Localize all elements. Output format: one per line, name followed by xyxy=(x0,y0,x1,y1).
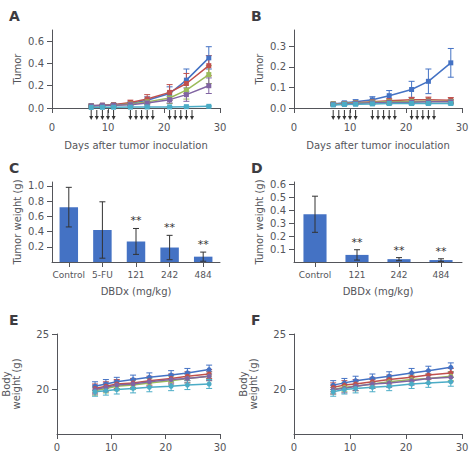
svg-text:Tumor: Tumor xyxy=(254,53,265,86)
svg-text:D: D xyxy=(251,160,263,176)
svg-text:0.3: 0.3 xyxy=(270,41,286,52)
svg-text:Body: Body xyxy=(0,371,12,397)
svg-text:30: 30 xyxy=(456,442,469,453)
svg-text:0: 0 xyxy=(291,442,297,453)
svg-text:0.2: 0.2 xyxy=(270,61,286,72)
svg-text:0.0: 0.0 xyxy=(270,103,286,114)
svg-text:0.3: 0.3 xyxy=(270,218,286,229)
svg-text:10: 10 xyxy=(102,122,115,133)
svg-text:10: 10 xyxy=(344,442,357,453)
svg-text:0.6: 0.6 xyxy=(270,179,286,190)
svg-text:20: 20 xyxy=(400,122,413,133)
svg-text:Tumor weight (g): Tumor weight (g) xyxy=(254,179,265,265)
svg-text:20: 20 xyxy=(158,122,171,133)
svg-text:0.6: 0.6 xyxy=(28,36,44,47)
svg-text:C: C xyxy=(9,160,19,176)
svg-text:F: F xyxy=(251,312,261,328)
svg-text:30: 30 xyxy=(214,442,227,453)
svg-text:Tumor weight (g): Tumor weight (g) xyxy=(12,179,23,265)
svg-text:0: 0 xyxy=(49,122,55,133)
svg-text:10: 10 xyxy=(105,442,118,453)
svg-text:Days after tumor inoculation: Days after tumor inoculation xyxy=(64,140,208,151)
svg-text:121: 121 xyxy=(127,270,144,280)
svg-text:0.8: 0.8 xyxy=(28,196,44,207)
svg-text:0.4: 0.4 xyxy=(28,226,44,237)
svg-text:DBDx (mg/kg): DBDx (mg/kg) xyxy=(101,286,172,297)
svg-text:Body: Body xyxy=(237,371,249,397)
svg-text:30: 30 xyxy=(456,122,469,133)
svg-text:20: 20 xyxy=(159,442,172,453)
svg-text:E: E xyxy=(9,312,19,328)
svg-text:0.2: 0.2 xyxy=(28,241,44,252)
svg-text:0.1: 0.1 xyxy=(270,244,286,255)
svg-text:Control: Control xyxy=(299,270,332,280)
svg-text:0.2: 0.2 xyxy=(28,80,44,91)
svg-text:Days after tumor inoculation: Days after tumor inoculation xyxy=(306,140,450,151)
svg-text:**: ** xyxy=(131,214,143,227)
svg-text:0.6: 0.6 xyxy=(28,211,44,222)
svg-text:25: 25 xyxy=(273,329,286,340)
svg-text:0.2: 0.2 xyxy=(270,231,286,242)
svg-text:30: 30 xyxy=(214,122,227,133)
svg-text:20: 20 xyxy=(273,384,286,395)
svg-text:**: ** xyxy=(394,244,406,257)
svg-text:0.0: 0.0 xyxy=(28,103,44,114)
svg-text:0.1: 0.1 xyxy=(270,82,286,93)
svg-text:weight (g): weight (g) xyxy=(248,358,259,409)
svg-text:5-FU: 5-FU xyxy=(92,270,113,280)
svg-text:1.0: 1.0 xyxy=(28,180,44,191)
svg-text:0.5: 0.5 xyxy=(270,192,286,203)
svg-text:484: 484 xyxy=(195,270,212,280)
svg-text:20: 20 xyxy=(400,442,413,453)
svg-text:0.4: 0.4 xyxy=(28,58,44,69)
svg-text:**: ** xyxy=(198,238,210,251)
svg-text:121: 121 xyxy=(348,270,365,280)
svg-text:20: 20 xyxy=(36,384,49,395)
svg-text:25: 25 xyxy=(36,329,49,340)
svg-text:**: ** xyxy=(164,221,176,234)
svg-text:**: ** xyxy=(436,245,448,258)
svg-text:0: 0 xyxy=(291,122,297,133)
svg-text:Tumor: Tumor xyxy=(12,53,23,86)
svg-text:B: B xyxy=(251,8,262,24)
svg-text:10: 10 xyxy=(344,122,357,133)
svg-text:0.4: 0.4 xyxy=(270,205,286,216)
svg-text:**: ** xyxy=(352,236,364,249)
svg-text:Control: Control xyxy=(53,270,86,280)
svg-text:242: 242 xyxy=(161,270,178,280)
svg-text:484: 484 xyxy=(432,270,449,280)
svg-text:242: 242 xyxy=(390,270,407,280)
svg-text:0: 0 xyxy=(54,442,60,453)
svg-text:A: A xyxy=(9,8,20,24)
svg-text:DBDx (mg/kg): DBDx (mg/kg) xyxy=(343,286,414,297)
svg-text:weight (g): weight (g) xyxy=(11,358,22,409)
